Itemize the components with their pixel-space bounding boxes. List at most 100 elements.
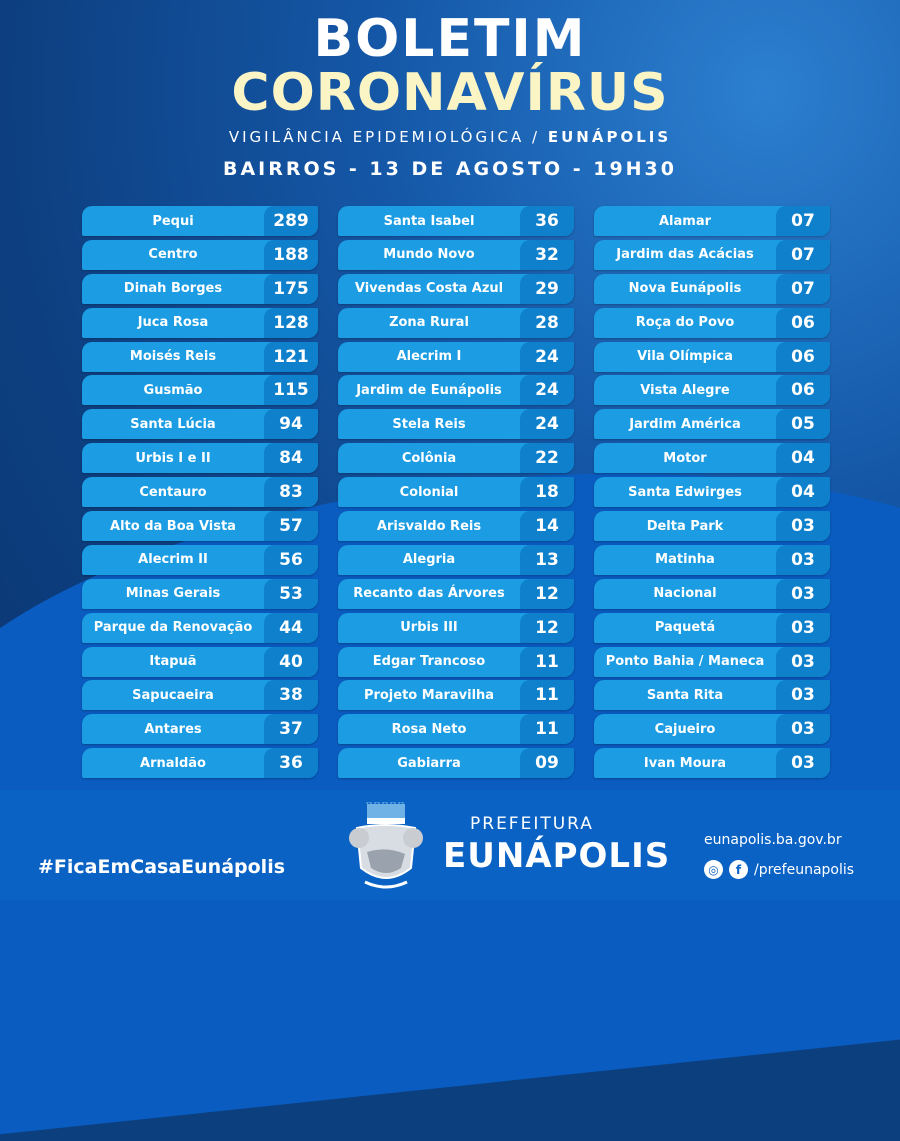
neighborhood-name: Cajueiro [654,721,716,737]
case-count: 28 [520,307,574,338]
neighborhood-name: Dinah Borges [123,281,223,297]
case-count: 289 [264,206,318,236]
neighborhood-name: Arnaldão [140,755,206,771]
neighborhood-name: Centro [148,247,198,263]
case-count: 40 [264,646,318,677]
neighborhood-row: Projeto Maravilha 11 [338,680,574,711]
facebook-icon[interactable]: f [729,860,748,879]
neighborhood-row: Recanto das Árvores 12 [338,578,574,609]
neighborhood-row: Arnaldão 36 [82,748,318,779]
case-count: 175 [264,273,318,304]
title-coronavirus: CORONAVÍRUS [231,63,669,123]
neighborhood-name: Santa Lúcia [130,416,216,432]
city-name: EUNÁPOLIS [443,836,671,876]
neighborhood-row: Vivendas Costa Azul 29 [338,273,574,304]
neighborhood-name: Roça do Povo [635,315,735,331]
neighborhood-row: Alecrim II 56 [82,544,318,575]
neighborhood-name: Motor [663,450,707,466]
neighborhood-row: Santa Edwirges 04 [594,477,830,508]
neighborhood-name: Santa Rita [646,687,724,703]
neighborhood-row: Ivan Moura 03 [594,748,830,779]
social-links: ◎ f /prefeunapolis [704,860,854,879]
case-count: 38 [264,680,318,711]
case-count: 128 [264,307,318,338]
case-count: 14 [520,511,574,542]
subtitle-city: EUNÁPOLIS [547,128,672,146]
neighborhood-row: Urbis I e II 84 [82,443,318,474]
case-count: 06 [776,307,830,338]
case-count: 05 [776,409,830,440]
neighborhood-row: Jardim de Eunápolis 24 [338,375,574,406]
case-count: 03 [776,612,830,643]
neighborhood-name: Alecrim II [138,552,208,568]
neighborhood-name: Mundo Novo [383,247,475,263]
case-count: 57 [264,511,318,542]
neighborhood-row: Juca Rosa 128 [82,307,318,338]
neighborhood-row: Cajueiro 03 [594,714,830,745]
case-count: 03 [776,578,830,609]
case-count: 188 [264,239,318,270]
neighborhood-row: Alegria 13 [338,544,574,575]
neighborhood-row: Sapucaeira 38 [82,680,318,711]
header: BOLETIM CORONAVÍRUS VIGILÂNCIA EPIDEMIOL… [0,12,900,180]
case-count: 56 [264,544,318,575]
case-count: 03 [776,680,830,711]
case-count: 12 [520,578,574,609]
neighborhood-name: Vila Olímpica [637,349,733,365]
neighborhood-name: Nacional [653,586,717,602]
social-handle[interactable]: /prefeunapolis [754,861,855,878]
neighborhood-row: Gusmão 115 [82,375,318,406]
case-count: 11 [520,714,574,745]
neighborhood-name: Alto da Boa Vista [110,518,236,534]
website-link[interactable]: eunapolis.ba.gov.br [704,832,842,848]
case-count: 11 [520,646,574,677]
neighborhood-name: Recanto das Árvores [353,586,505,602]
neighborhood-name: Matinha [655,552,715,568]
neighborhood-row: Roça do Povo 06 [594,307,830,338]
neighborhood-name: Vista Alegre [640,382,730,398]
case-count: 84 [264,443,318,474]
neighborhood-row: Alamar 07 [594,206,830,236]
case-count: 44 [264,612,318,643]
neighborhood-row: Centauro 83 [82,477,318,508]
neighborhood-name: Colonial [399,484,459,500]
neighborhood-name: Colônia [401,450,457,466]
neighborhood-row: Itapuã 40 [82,646,318,677]
neighborhood-row: Nacional 03 [594,578,830,609]
neighborhood-name: Arisvaldo Reis [376,518,482,534]
column-1: Pequi 289 Centro 188 Dinah Borges 175 Juca Ros… [82,206,318,782]
case-count: 03 [776,714,830,745]
neighborhood-name: Ponto Bahia / Maneca [605,654,765,670]
neighborhood-row: Motor 04 [594,443,830,474]
footer: #FicaEmCasaEunápolis PREFEITURA EUNÁPOLI… [0,790,900,900]
neighborhood-row: Moisés Reis 121 [82,341,318,372]
case-count: 36 [264,748,318,779]
neighborhood-row: Dinah Borges 175 [82,273,318,304]
neighborhood-name: Santa Isabel [383,213,475,229]
neighborhood-row: Paquetá 03 [594,612,830,643]
case-count: 07 [776,273,830,304]
neighborhood-name: Zona Rural [389,315,469,331]
case-count: 83 [264,477,318,508]
case-count: 07 [776,239,830,270]
title-boletim: BOLETIM [313,9,587,69]
neighborhood-name: Santa Edwirges [628,484,742,500]
neighborhood-name: Jardim de Eunápolis [356,382,502,398]
neighborhood-row: Mundo Novo 32 [338,239,574,270]
neighborhood-row: Jardim das Acácias 07 [594,239,830,270]
neighborhood-name: Centauro [139,484,207,500]
neighborhood-row: Vista Alegre 06 [594,375,830,406]
case-count: 115 [264,375,318,406]
case-count: 03 [776,544,830,575]
case-count: 03 [776,511,830,542]
neighborhood-row: Colonial 18 [338,477,574,508]
case-count: 53 [264,578,318,609]
case-count: 13 [520,544,574,575]
neighborhood-row: Alto da Boa Vista 57 [82,511,318,542]
neighborhood-name: Alamar [658,213,712,229]
case-count: 24 [520,341,574,372]
neighborhood-name: Nova Eunápolis [628,281,742,297]
neighborhood-name: Gabiarra [397,755,461,771]
neighborhood-name: Edgar Trancoso [372,654,486,670]
instagram-icon[interactable]: ◎ [704,860,723,879]
